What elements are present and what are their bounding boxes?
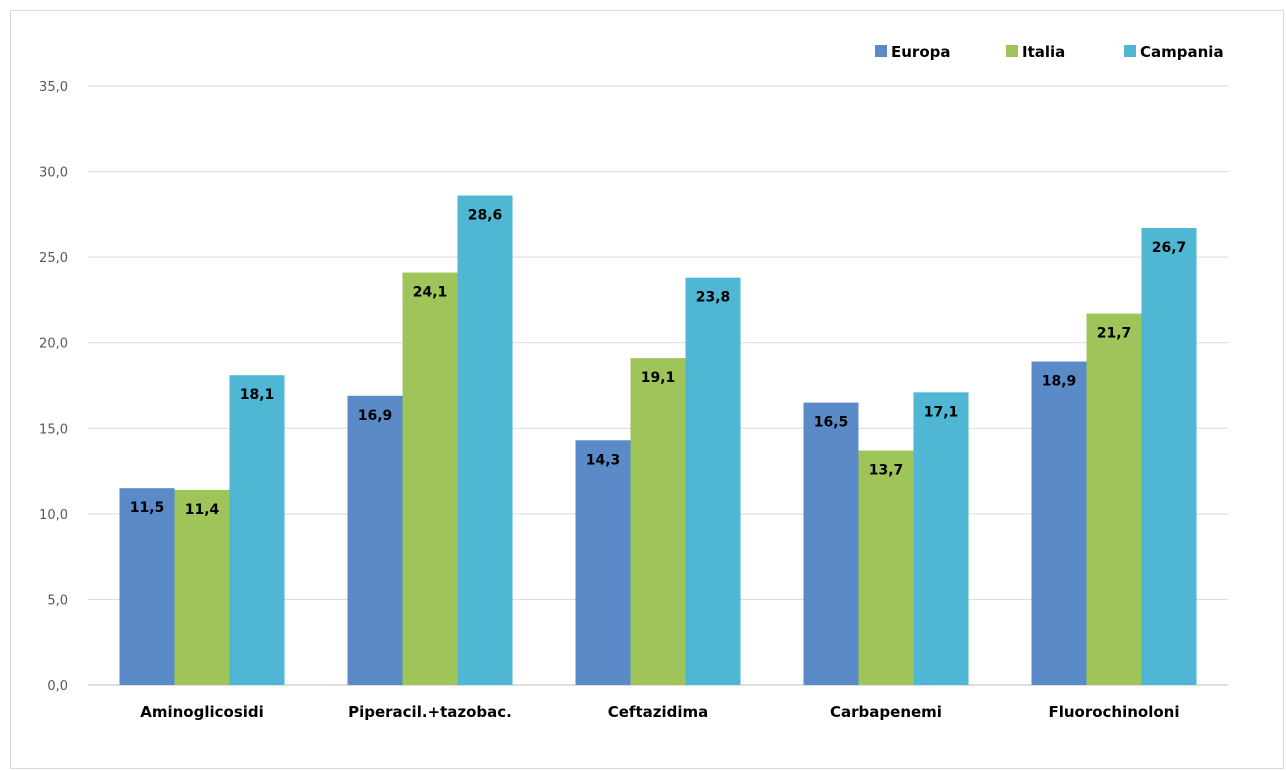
bar-campania-4 bbox=[1141, 228, 1197, 685]
bar-europa-1 bbox=[347, 395, 403, 685]
bar-campania-0 bbox=[229, 375, 285, 685]
y-tick-label: 10,0 bbox=[39, 508, 68, 523]
bar-italia-3 bbox=[858, 450, 914, 685]
bars bbox=[119, 195, 1197, 685]
bar-campania-2 bbox=[685, 277, 741, 685]
x-category-label: Aminoglicosidi bbox=[140, 703, 264, 721]
data-label: 21,7 bbox=[1097, 326, 1132, 342]
legend-swatch-italia bbox=[1006, 45, 1018, 57]
x-category-label: Ceftazidima bbox=[608, 703, 709, 721]
data-label: 17,1 bbox=[924, 404, 959, 420]
y-tick-label: 0,0 bbox=[47, 679, 68, 694]
y-tick-label: 30,0 bbox=[39, 166, 68, 181]
y-tick-label: 5,0 bbox=[47, 593, 68, 608]
data-label: 16,5 bbox=[814, 415, 849, 431]
data-label: 16,9 bbox=[358, 408, 393, 424]
legend-label-italia: Italia bbox=[1022, 43, 1065, 61]
bar-campania-1 bbox=[457, 195, 513, 685]
x-category-label: Piperacil.+tazobac. bbox=[348, 703, 512, 721]
data-label: 28,6 bbox=[468, 208, 503, 224]
data-label: 19,1 bbox=[641, 370, 676, 386]
data-labels: 11,5 11,4 18,1 16,9 24,1 28,6 14,3 19,1 23,8 16,5… bbox=[130, 208, 1187, 518]
bar-campania-3 bbox=[913, 392, 969, 685]
data-label: 24,1 bbox=[413, 285, 448, 301]
data-label: 11,5 bbox=[130, 500, 165, 516]
bar-europa-0 bbox=[119, 488, 175, 685]
data-label: 14,3 bbox=[586, 452, 621, 468]
bar-italia-1 bbox=[402, 272, 458, 685]
data-label: 11,4 bbox=[185, 502, 220, 518]
bar-europa-3 bbox=[803, 402, 859, 685]
y-tick-label: 25,0 bbox=[39, 251, 68, 266]
legend: Europa Italia Campania bbox=[875, 43, 1224, 61]
bar-italia-0 bbox=[174, 489, 230, 685]
bar-europa-4 bbox=[1031, 361, 1087, 685]
x-category-label: Carbapenemi bbox=[830, 703, 942, 721]
x-axis-categories: Aminoglicosidi Piperacil.+tazobac. Ceftazi… bbox=[140, 703, 1179, 721]
bar-italia-2 bbox=[630, 358, 686, 685]
x-category-label: Fluorochinoloni bbox=[1048, 703, 1179, 721]
y-tick-label: 35,0 bbox=[39, 80, 68, 95]
legend-swatch-campania bbox=[1124, 45, 1136, 57]
legend-label-europa: Europa bbox=[891, 43, 951, 61]
legend-swatch-europa bbox=[875, 45, 887, 57]
data-label: 18,1 bbox=[240, 387, 275, 403]
data-label: 18,9 bbox=[1042, 374, 1077, 390]
bar-europa-2 bbox=[575, 440, 631, 685]
y-tick-label: 20,0 bbox=[39, 337, 68, 352]
data-label: 26,7 bbox=[1152, 240, 1187, 256]
data-label: 13,7 bbox=[869, 463, 904, 479]
y-axis-ticks: 0,0 5,0 10,0 15,0 20,0 25,0 30,0 35,0 bbox=[39, 80, 68, 694]
legend-label-campania: Campania bbox=[1140, 43, 1224, 61]
y-tick-label: 15,0 bbox=[39, 422, 68, 437]
data-label: 23,8 bbox=[696, 290, 731, 306]
bar-italia-4 bbox=[1086, 313, 1142, 685]
